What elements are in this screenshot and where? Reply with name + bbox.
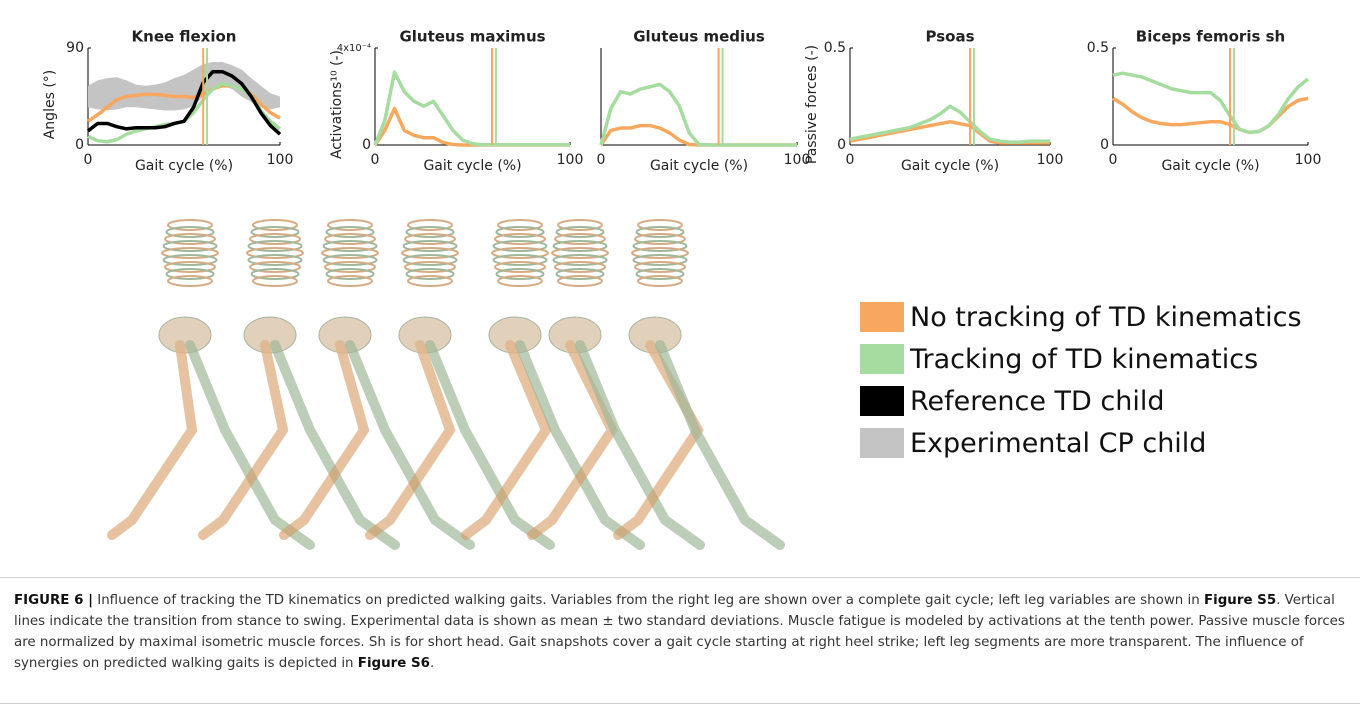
x-tick-label: 0 (846, 152, 855, 168)
y-axis-label: Passive forces (-) (804, 45, 820, 164)
rib (638, 276, 682, 286)
y-tick-label: 0.5 (824, 40, 846, 56)
legend-entry: No tracking of TD kinematics (860, 296, 1302, 338)
leg (275, 345, 395, 545)
chart: Psoas 0 100 0 0.5 Gait cycle (%) Passive force… (804, 28, 1063, 175)
leg (660, 345, 780, 545)
rib (168, 276, 212, 286)
caption: FIGURE 6 | Influence of tracking the TD … (14, 590, 1348, 674)
chart: Knee flexion 0 100 0 90 Gait cycle (%) Angles … (42, 28, 293, 175)
x-axis-label: Gait cycle (%) (901, 158, 999, 174)
chart-title: Knee flexion (132, 28, 237, 46)
x-tick-label: 100 (557, 152, 584, 168)
legend-swatch (860, 386, 904, 416)
chart: Gluteus medius0100Gait cycle (%) (597, 28, 811, 175)
caption-text: Figure S5 (1204, 593, 1276, 608)
x-tick-label: 0 (371, 152, 380, 168)
y-axis-label: Angles (°) (42, 70, 58, 140)
legend-label: Tracking of TD kinematics (910, 344, 1258, 375)
legend-label: Reference TD child (910, 386, 1165, 417)
gait-snapshots (112, 220, 780, 545)
rib (408, 276, 452, 286)
leg (112, 345, 192, 535)
rib (253, 276, 297, 286)
legend-entry: Tracking of TD kinematics (860, 338, 1302, 380)
line (375, 72, 570, 145)
rib (498, 276, 542, 286)
line (375, 109, 570, 145)
legend-label: No tracking of TD kinematics (910, 302, 1302, 333)
rib (558, 276, 602, 286)
x-axis-label: Gait cycle (%) (135, 158, 233, 174)
y-tick-label: 0 (837, 137, 846, 153)
divider (0, 703, 1360, 704)
leg (350, 345, 470, 545)
band (88, 62, 280, 110)
skeleton (618, 220, 780, 545)
y-tick-label: 0.5 (1087, 40, 1109, 56)
caption-text: FIGURE 6 | (14, 593, 93, 608)
rib (328, 276, 372, 286)
page: {"chart_data": [ {"type": "line", "title… (0, 0, 1360, 710)
y-tick-label: 0 (1100, 137, 1109, 153)
y-tick-label: 90 (66, 40, 84, 56)
skeleton (466, 220, 640, 545)
divider (0, 577, 1360, 578)
legend-swatch (860, 344, 904, 374)
caption-text: Influence of tracking the TD kinematics … (93, 593, 1204, 608)
legend-entry: Experimental CP child (860, 422, 1302, 464)
y-tick-label: 0 (362, 137, 371, 153)
y-tick-label: 0 (75, 137, 84, 153)
y-axis-label: Activations¹⁰ (-) (329, 50, 345, 159)
x-tick-label: 0 (84, 152, 93, 168)
legend-swatch (860, 302, 904, 332)
chart-title: Gluteus medius (633, 28, 765, 46)
x-axis-label: Gait cycle (%) (650, 158, 748, 174)
x-tick-label: 0 (597, 152, 606, 168)
legend-label: Experimental CP child (910, 428, 1206, 459)
x-tick-label: 100 (1295, 152, 1322, 168)
caption-text: Figure S6 (358, 656, 430, 671)
line (1113, 73, 1308, 132)
figure: Knee flexion 0 100 0 90 Gait cycle (%) Angles … (0, 0, 1360, 580)
chart: Biceps femoris sh 0 100 0 0.5 Gait cycle (%) (1087, 28, 1322, 175)
x-axis-label: Gait cycle (%) (1161, 158, 1259, 174)
line (601, 84, 797, 145)
caption-text: . (430, 656, 434, 671)
x-tick-label: 100 (1037, 152, 1064, 168)
legend-swatch (860, 428, 904, 458)
x-tick-label: 0 (1109, 152, 1118, 168)
legend: No tracking of TD kinematics Tracking of … (860, 296, 1302, 464)
x-axis-label: Gait cycle (%) (423, 158, 521, 174)
chart-title: Gluteus maximus (399, 28, 545, 46)
legend-entry: Reference TD child (860, 380, 1302, 422)
chart-title: Psoas (925, 28, 974, 46)
chart-title: Biceps femoris sh (1136, 28, 1285, 46)
x-tick-label: 100 (267, 152, 294, 168)
